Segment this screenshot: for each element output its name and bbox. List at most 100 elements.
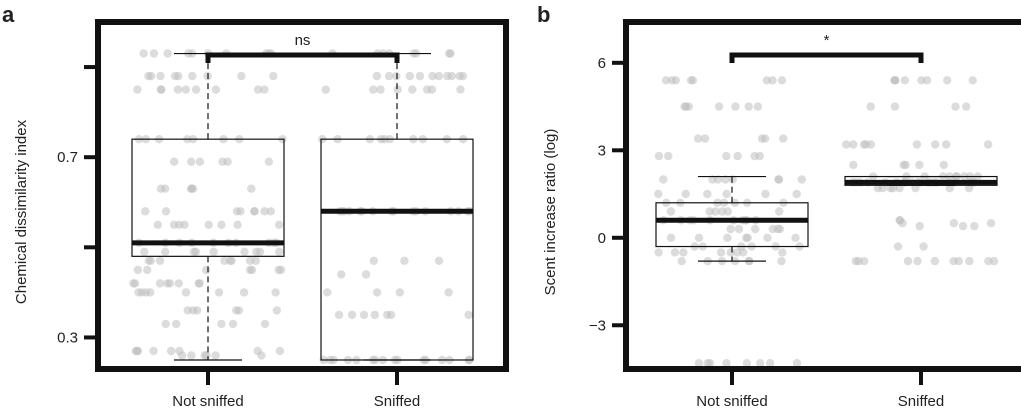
panel-a-data-point [174, 279, 183, 288]
panel-b-data-point [951, 102, 960, 111]
panel-a-data-point [372, 71, 382, 81]
panel-a-jitter-points [129, 49, 474, 365]
panel-b-data-point [654, 248, 663, 257]
panel-a-data-point [165, 279, 175, 288]
panel-b-data-point [964, 184, 974, 193]
panel-b-data-point [666, 207, 676, 216]
panel-b-data-point [890, 102, 900, 111]
panel-a-data-point [372, 288, 382, 297]
panel-b-data-point [849, 140, 858, 149]
panel-a-data-point [361, 270, 371, 279]
panel-b-data-point [681, 102, 691, 111]
panel-b-data-point [714, 102, 724, 111]
panel-b-data-point [726, 248, 735, 257]
panel-a-y-tick-label: 0.3 [57, 329, 78, 346]
panel-a-data-point [130, 279, 140, 288]
panel-a-data-point [376, 85, 385, 94]
panel-b-data-point [763, 233, 772, 242]
panel-b-data-point [915, 160, 924, 170]
panel-b-data-point [694, 359, 704, 368]
panel-b-data-point [930, 256, 940, 266]
panel-a-data-point [251, 256, 261, 265]
panel-a-data-point [194, 279, 203, 288]
panel-b-data-point [757, 134, 767, 143]
panel-a-data-point [395, 288, 404, 297]
panel-b-data-point [722, 151, 731, 161]
panel-b-data-point [912, 140, 922, 149]
panel-a-data-point [133, 85, 142, 94]
panel-a-data-point [239, 288, 249, 297]
panel-b-data-point [756, 359, 765, 368]
panel-a: a Chemical dissimilarity index 0.3 0.7 No… [2, 2, 509, 410]
panel-a-data-point [260, 319, 270, 329]
panel-b-data-point [878, 184, 887, 193]
panel-a-data-point [274, 220, 284, 229]
panel-a-data-point [163, 49, 172, 58]
panel-b-data-point [703, 189, 712, 199]
panel-a-data-point [240, 247, 249, 256]
panel-a-data-point [200, 351, 209, 360]
panel-b-data-point [773, 224, 782, 234]
panel-b-y-tick-label: 6 [598, 55, 606, 72]
panel-a-data-point [189, 306, 198, 315]
panel-a-data-point [139, 49, 148, 58]
panel-b-data-point [768, 76, 777, 85]
panel-a-data-point [214, 288, 224, 297]
panel-a-data-point [271, 288, 280, 297]
panel-b: b Scent increase ratio (log) −3 0 3 6 Not s… [537, 2, 1021, 410]
panel-b-data-point [762, 76, 771, 85]
panel-b-data-point [792, 189, 801, 199]
panel-a-data-point [264, 157, 273, 166]
panel-a-data-point [359, 310, 369, 320]
panel-b-data-point [723, 207, 732, 216]
panel-b-data-point [705, 207, 714, 216]
panel-a-data-point [133, 265, 142, 275]
panel-b-data-point [703, 359, 712, 368]
panel-a-data-point [247, 265, 257, 275]
panel-b-data-point [654, 189, 663, 199]
panel-a-data-point [384, 71, 394, 81]
panel-b-data-point [677, 256, 686, 266]
panel-b-data-point [965, 256, 974, 266]
panel-a-data-point [204, 220, 213, 229]
panel-a-data-point [156, 184, 166, 193]
panel-a-data-point [257, 351, 266, 360]
panel-b-y-tick-label: −3 [589, 317, 606, 334]
panel-b-data-point [666, 233, 676, 242]
panel-b-data-point [866, 140, 876, 149]
panel-b-data-point [958, 221, 968, 231]
panel-a-data-point [161, 247, 170, 256]
panel-b-data-point [890, 76, 900, 85]
panel-a-data-point [217, 319, 226, 329]
panel-b-data-point [742, 359, 752, 368]
panel-b-data-point [681, 189, 690, 199]
panel-a-data-point [369, 85, 378, 94]
panel-b-data-point [733, 248, 742, 257]
panel-a-y-axis: 0.3 0.7 [57, 65, 98, 346]
panel-a-data-point [269, 71, 278, 81]
panel-b-data-point [723, 233, 732, 242]
panel-b-data-point [731, 102, 740, 111]
panel-a-data-point [232, 306, 241, 315]
panel-b-data-point [711, 207, 720, 216]
panel-b-category-label: Sniffed [898, 393, 944, 410]
panel-b-data-point [670, 248, 680, 257]
panel-b-data-point [986, 219, 996, 228]
panel-a-data-point [444, 288, 453, 297]
panel-a-data-point [156, 85, 166, 94]
panel-a-data-point [191, 85, 201, 94]
panel-b-box [655, 202, 809, 248]
panel-b-data-point [765, 359, 775, 368]
panel-b-data-point [968, 76, 977, 85]
panel-a-data-point [245, 256, 255, 265]
panel-a-data-point [386, 310, 396, 320]
panel-a-category-label: Not sniffed [172, 393, 243, 410]
panel-b-data-point [743, 233, 752, 242]
panel-b-data-point [962, 102, 971, 111]
panel-a-significance-label: ns [295, 32, 311, 49]
panel-b-category-label: Not sniffed [696, 393, 767, 410]
panel-a-data-point [228, 319, 238, 329]
panel-a-data-point [427, 85, 437, 94]
panel-b-data-point [716, 248, 726, 257]
panel-b-data-point [922, 76, 932, 85]
